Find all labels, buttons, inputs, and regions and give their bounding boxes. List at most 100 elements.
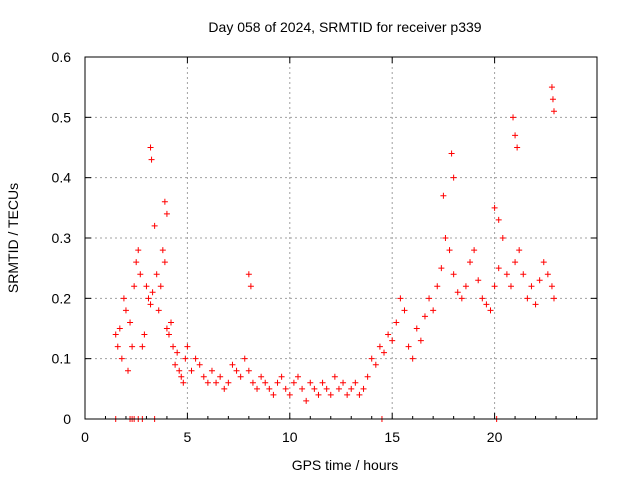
data-point — [550, 108, 557, 115]
x-tick-label: 10 — [282, 429, 298, 445]
data-point — [442, 235, 449, 241]
data-point — [151, 222, 158, 229]
data-point — [450, 271, 457, 278]
data-point — [153, 271, 160, 278]
data-point — [208, 367, 215, 374]
data-point — [344, 391, 351, 398]
data-point — [520, 271, 527, 278]
data-point — [331, 373, 338, 380]
data-point — [254, 385, 261, 392]
data-point — [352, 379, 359, 386]
data-point — [401, 307, 408, 314]
data-point — [413, 325, 420, 332]
data-point — [114, 343, 121, 350]
data-point — [159, 247, 166, 254]
data-point — [225, 379, 232, 386]
data-point — [471, 247, 478, 254]
data-point — [270, 391, 277, 398]
data-point — [405, 343, 412, 350]
data-point — [348, 385, 355, 392]
data-point — [483, 301, 490, 308]
data-point — [192, 355, 199, 362]
data-point — [299, 385, 306, 392]
data-point — [385, 331, 392, 338]
data-point — [499, 235, 506, 241]
data-point — [487, 307, 494, 314]
data-point — [544, 271, 551, 278]
data-point — [204, 379, 211, 386]
data-point — [188, 367, 195, 374]
data-point — [122, 307, 129, 314]
data-point — [550, 295, 557, 302]
data-point — [182, 355, 189, 362]
data-point — [512, 259, 519, 266]
data-point — [147, 301, 154, 308]
data-point — [368, 355, 375, 362]
data-point — [229, 361, 236, 368]
x-tick-label: 15 — [384, 429, 400, 445]
data-point — [161, 198, 168, 205]
data-point — [528, 283, 535, 290]
data-point — [389, 337, 396, 344]
data-point — [356, 391, 363, 398]
data-point — [462, 283, 469, 290]
data-point — [491, 204, 498, 211]
data-point — [536, 277, 543, 284]
data-point — [155, 307, 162, 314]
data-point — [548, 84, 555, 91]
y-tick-label: 0 — [63, 411, 71, 427]
data-point — [409, 355, 416, 362]
data-point — [516, 247, 523, 254]
data-point — [290, 379, 297, 386]
data-point — [178, 373, 185, 380]
data-point — [245, 271, 252, 278]
data-point — [479, 295, 486, 302]
data-point — [145, 295, 152, 302]
data-point — [274, 379, 281, 386]
data-point — [180, 379, 187, 386]
data-point — [116, 325, 123, 332]
data-point — [129, 343, 136, 350]
data-point — [327, 391, 334, 398]
data-point — [434, 283, 441, 290]
x-tick-label: 20 — [487, 429, 503, 445]
data-point — [475, 277, 482, 284]
data-point — [495, 265, 502, 272]
x-axis-label: GPS time / hours — [292, 457, 399, 473]
data-point — [245, 367, 252, 374]
data-point — [148, 156, 155, 163]
data-point — [548, 283, 555, 290]
data-point — [376, 343, 383, 350]
axis-ticks: 0 5 10 15 20 0 0.1 0.2 0.3 0.4 0.5 0.6 — [52, 49, 597, 445]
data-point — [438, 265, 445, 272]
x-tick-label: 0 — [81, 429, 89, 445]
data-point — [143, 283, 150, 290]
data-point — [200, 373, 207, 380]
data-point — [311, 385, 318, 392]
y-axis-label: SRMTID / TECUs — [5, 183, 21, 293]
data-point — [491, 283, 498, 290]
x-tick-label: 5 — [184, 429, 192, 445]
y-tick-label: 0.2 — [52, 290, 72, 306]
data-point — [262, 379, 269, 386]
data-point — [307, 379, 314, 386]
data-point — [282, 385, 289, 392]
data-point — [149, 289, 156, 296]
data-point — [303, 397, 310, 404]
data-point — [514, 144, 521, 151]
data-point — [532, 301, 539, 308]
data-point — [233, 367, 240, 374]
data-point — [184, 343, 191, 350]
y-tick-label: 0.5 — [52, 109, 72, 125]
data-point — [249, 379, 256, 386]
data-point — [176, 367, 183, 374]
data-point — [319, 379, 326, 386]
data-point — [141, 331, 148, 338]
data-point — [467, 259, 474, 266]
data-point — [241, 355, 248, 362]
data-point — [426, 295, 433, 302]
data-point — [174, 349, 181, 356]
data-point — [112, 331, 119, 338]
